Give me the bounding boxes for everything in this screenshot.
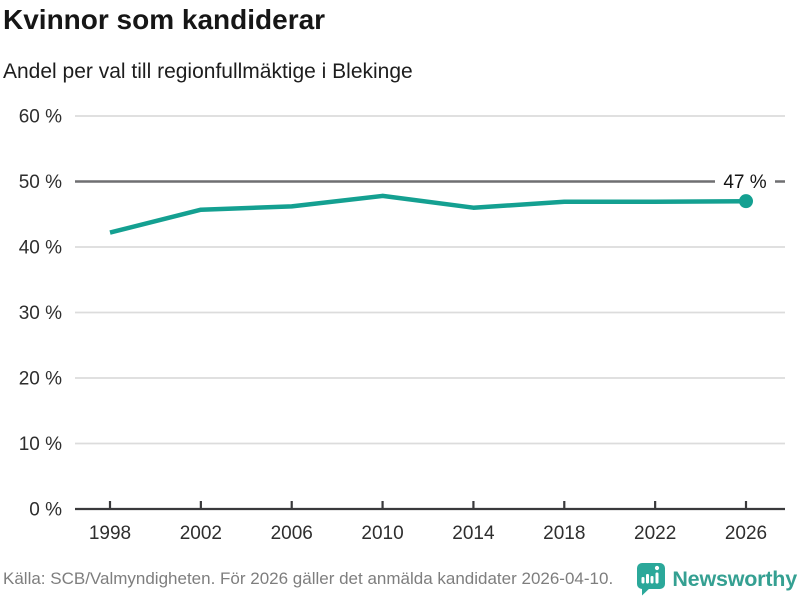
x-tick-label: 2002 [180, 523, 222, 544]
x-tick-label: 2010 [361, 523, 403, 544]
trend-line [109, 193, 747, 235]
newsworthy-logo-icon [637, 562, 666, 595]
x-tick-label: 2006 [271, 523, 313, 544]
y-tick-label: 10 % [19, 434, 62, 455]
y-tick-label: 40 % [19, 238, 62, 259]
source-note: Källa: SCB/Valmyndigheten. För 2026 gäll… [3, 569, 614, 588]
footer: Källa: SCB/Valmyndigheten. För 2026 gäll… [0, 558, 800, 600]
y-tick-label: 0 % [29, 500, 62, 521]
chart-subtitle: Andel per val till regionfullmäktige i B… [3, 60, 413, 83]
line-chart: 0 % 10 % 20 % 30 % 40 % 50 % 60 % 1998 2002 2006 2… [19, 107, 785, 544]
y-tick-label: 30 % [19, 303, 62, 324]
x-tick-label: 2022 [634, 523, 676, 544]
newsworthy-logo: Newsworthy [637, 562, 797, 596]
y-tick-label: 50 % [19, 172, 62, 193]
newsworthy-wordmark: Newsworthy [672, 566, 797, 591]
chart-title: Kvinnor som kandiderar [3, 4, 326, 35]
x-tick-label: 2026 [725, 523, 767, 544]
end-label-background [715, 169, 775, 194]
y-tick-label: 60 % [19, 107, 62, 128]
x-tick-label: 1998 [89, 523, 131, 544]
x-tick-label: 2014 [452, 523, 495, 544]
end-value-label: 47 % [723, 172, 766, 193]
x-tick-label: 2018 [543, 523, 585, 544]
y-tick-label: 20 % [19, 369, 62, 390]
end-point-marker [739, 194, 753, 209]
